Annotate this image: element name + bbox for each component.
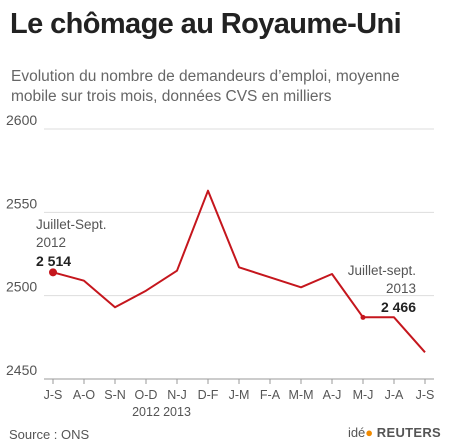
annotation-label: Juillet-sept.: [348, 263, 416, 278]
x-tick-label: J-S: [416, 388, 435, 402]
reuters-logo: idé● REUTERS: [348, 425, 441, 440]
data-point-marker: [360, 314, 366, 320]
logo-ide-text: idé: [347, 425, 366, 440]
chart-title: Le chômage au Royaume-Uni: [10, 8, 402, 40]
x-tick-label: A-O: [73, 388, 96, 402]
annotation-value: 2 466: [381, 299, 416, 315]
x-tick-label: F-A: [260, 388, 281, 402]
x-tick-label: J-M: [229, 388, 250, 402]
x-year-label: 2013: [163, 405, 191, 419]
x-tick-label: J-A: [385, 388, 404, 402]
y-tick-label: 2600: [6, 112, 37, 128]
annotation-label: 2012: [36, 235, 66, 250]
annotation-layer: Juillet-Sept. 2012 2 514 Juillet-sept. 2013 2…: [36, 217, 416, 315]
grid-layer: [44, 128, 434, 297]
y-tick-label: 2550: [6, 195, 37, 211]
chart-subtitle: Evolution du nombre de demandeurs d’empl…: [11, 68, 400, 105]
logo-dot-icon: ●: [365, 425, 374, 440]
annotation-value: 2 514: [36, 253, 71, 269]
x-tick-label: A-J: [323, 388, 342, 402]
x-year-label: 2012: [132, 405, 160, 419]
annotation-label: Juillet-Sept.: [36, 217, 107, 232]
x-tick-label: M-M: [289, 388, 314, 402]
y-tick-label: 2500: [6, 279, 37, 295]
line-layer: [49, 189, 426, 353]
x-tick-label: O-D: [135, 388, 158, 402]
x-tick-label: J-S: [44, 388, 63, 402]
x-tick-label: M-J: [353, 388, 374, 402]
source-note: Source : ONS: [9, 427, 90, 442]
axis-layer: 2450 2500 2550 2600 J-S A-O S-N O-D N-J D-F J-M F-A…: [6, 112, 434, 419]
annotation-label: 2013: [386, 281, 416, 296]
highlight-point-marker: [49, 268, 57, 277]
y-tick-label: 2450: [6, 362, 37, 378]
x-tick-label: N-J: [167, 388, 186, 402]
logo-reuters-text: REUTERS: [376, 425, 441, 440]
x-tick-label: D-F: [198, 388, 219, 402]
x-tick-label: S-N: [104, 388, 126, 402]
